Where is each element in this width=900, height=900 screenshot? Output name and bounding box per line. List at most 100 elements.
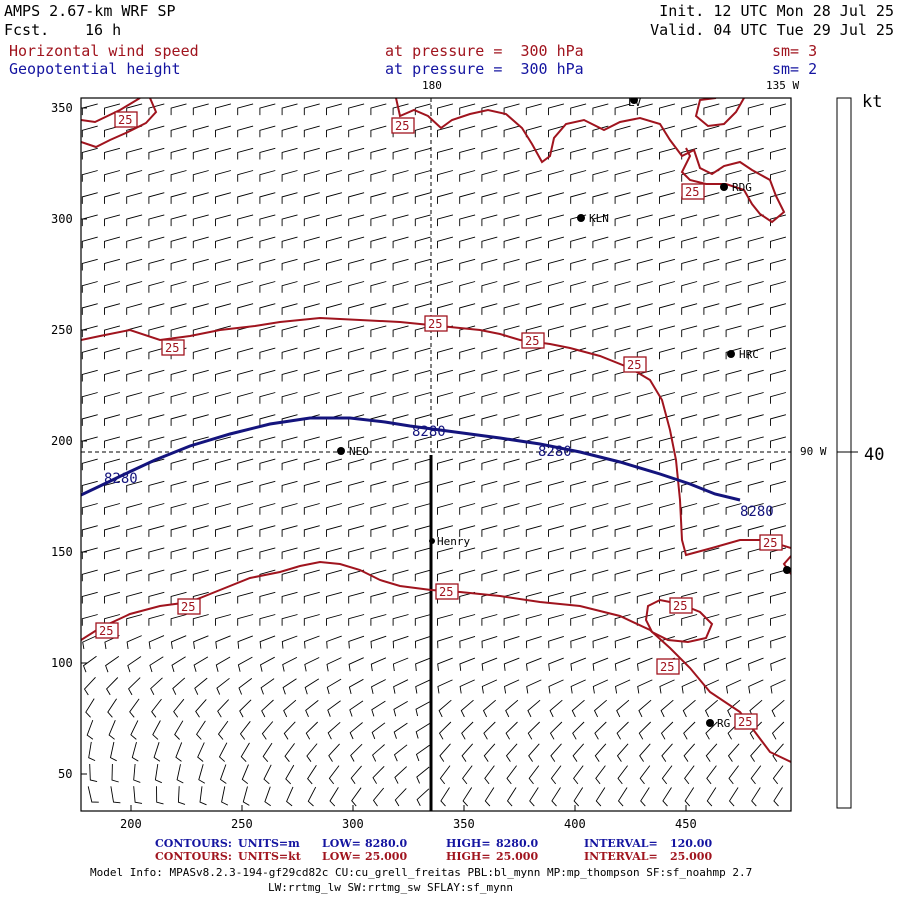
wind-barb [217, 720, 229, 740]
wind-contour-label: 25 [669, 597, 693, 614]
wind-contour-label: 25 [391, 117, 415, 134]
wind-barb [525, 125, 542, 138]
wind-barb [392, 214, 409, 227]
wind-barb [326, 347, 343, 360]
wind-barb [304, 635, 320, 649]
wind-barb [681, 657, 698, 671]
wind-barb [772, 743, 784, 762]
wind-barb [592, 458, 609, 471]
wind-barb [461, 743, 474, 762]
wind-barb [370, 214, 387, 227]
wind-barb [770, 347, 787, 360]
footer-row2-title: CONTOURS: [155, 850, 232, 863]
wind-barb [259, 392, 276, 404]
wind-barb [148, 369, 165, 382]
wind-barb [437, 503, 454, 515]
wind-barb [725, 480, 742, 493]
wind-barb [107, 698, 117, 718]
wind-barb [770, 369, 787, 382]
wind-barb [481, 503, 498, 515]
wind-barb [614, 436, 631, 449]
wind-barb [303, 281, 320, 293]
wind-barb [659, 303, 676, 315]
wind-barb [170, 614, 187, 626]
wind-barb [281, 436, 298, 449]
svg-text:25: 25 [673, 599, 687, 613]
wind-barb [259, 170, 276, 182]
wind-barb [548, 258, 565, 271]
wind-barb [348, 214, 365, 227]
wind-barb [148, 125, 165, 138]
wind-barb [215, 192, 232, 204]
wind-barb [131, 741, 139, 762]
wind-barb [326, 214, 343, 227]
wind-barb [747, 547, 764, 560]
wind-barb [682, 699, 696, 718]
wind-barb [481, 125, 498, 138]
wind-barb [264, 786, 271, 807]
wind-barb [592, 125, 609, 138]
axes: 200 250 300 350 400 450 350 300 250 200 150 100 50 [51, 101, 697, 831]
wind-barb [392, 503, 409, 515]
wind-barb [570, 192, 587, 204]
wind-barb [370, 125, 387, 138]
wind-barb [192, 547, 209, 560]
wind-barb [370, 525, 387, 537]
footer-row1-high: 8280.0 [496, 837, 539, 850]
wind-barb [747, 503, 764, 515]
wind-barb [350, 743, 363, 762]
wind-barb [548, 192, 565, 204]
wind-barb [503, 392, 520, 404]
wind-barb [503, 480, 520, 493]
wind-barb [281, 192, 298, 204]
wind-barb [551, 787, 561, 807]
wind-barb [503, 192, 520, 204]
wind-barb [259, 614, 276, 626]
wind-barb [215, 325, 232, 338]
wind-barb [459, 614, 476, 626]
wind-barb [770, 258, 787, 271]
wind-barb [237, 170, 254, 182]
wind-barb [104, 214, 121, 227]
wind-barb [548, 170, 565, 182]
footer-row2-high-label: HIGH= [446, 850, 491, 863]
wind-barb [281, 569, 298, 582]
wind-barb [170, 258, 187, 271]
wind-barb [170, 458, 187, 471]
wind-barb [370, 436, 387, 449]
wind-barb [725, 303, 742, 315]
wind-barb [348, 281, 365, 293]
svg-text:25: 25 [439, 585, 453, 599]
wind-barb [681, 170, 698, 182]
wind-barb [215, 103, 232, 116]
wind-barb [392, 436, 409, 449]
wind-barb [392, 480, 409, 493]
wind-barb [148, 325, 165, 338]
wind-barb [725, 503, 742, 515]
svg-text:25: 25 [738, 715, 752, 729]
wind-barb [215, 303, 232, 315]
wind-barb [104, 436, 121, 449]
wind-barb [573, 787, 584, 807]
wind-barb [170, 480, 187, 493]
height-contour-labels: 8280 8280 8280 8280 [104, 424, 774, 520]
wind-barb [459, 281, 476, 293]
wind-barb [459, 414, 476, 426]
field1-smoothing: sm= 3 [772, 42, 818, 60]
wind-barb [481, 414, 498, 426]
wind-barb [770, 392, 787, 404]
wind-barb [705, 721, 718, 740]
wind-contour-label: 25 [161, 339, 185, 356]
wind-barb [81, 414, 98, 426]
wind-barb [437, 369, 454, 382]
wind-barb [126, 591, 143, 604]
wind-barb [392, 236, 409, 249]
wind-barb [437, 303, 454, 315]
wind-barb [370, 392, 387, 404]
wind-barb [592, 147, 609, 160]
wind-barb [370, 258, 387, 271]
wind-barb [550, 743, 562, 762]
wind-barb [659, 503, 676, 515]
height-contour-label: 8280 [538, 444, 572, 460]
wind-barb [192, 369, 209, 382]
